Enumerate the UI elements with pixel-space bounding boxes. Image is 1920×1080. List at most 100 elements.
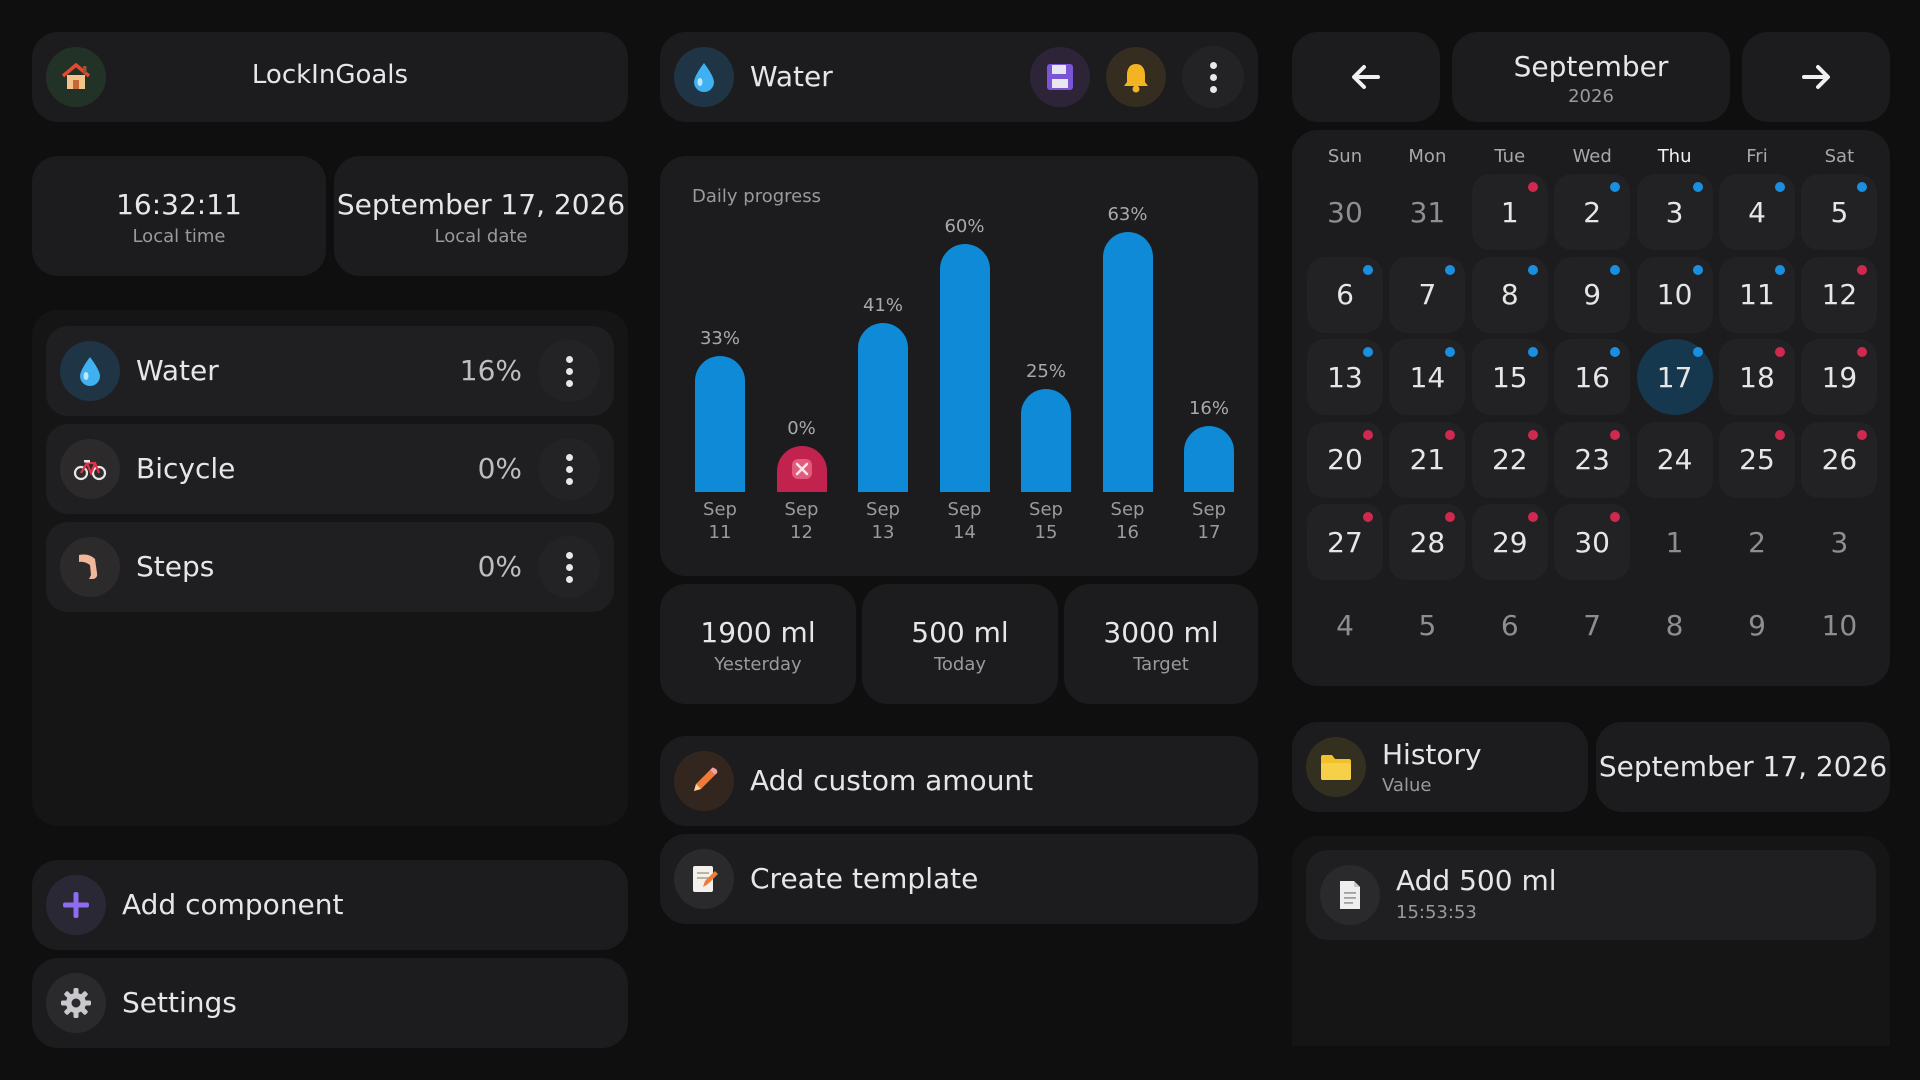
- stat-yesterday: 1900 ml Yesterday: [660, 584, 856, 704]
- calendar-day[interactable]: 20: [1307, 421, 1383, 498]
- detail-header: Water: [660, 32, 1258, 122]
- calendar-day[interactable]: 23: [1554, 421, 1631, 498]
- calendar-day-dot: [1857, 347, 1868, 358]
- calendar-day[interactable]: 30: [1554, 504, 1631, 581]
- component-menu-button[interactable]: [538, 438, 600, 500]
- calendar-day[interactable]: 2: [1719, 504, 1795, 580]
- calendar-day-dot: [1527, 429, 1538, 440]
- detail-menu-button[interactable]: [1182, 46, 1244, 108]
- calendar-day[interactable]: 24: [1636, 421, 1713, 498]
- stat-value: 3000 ml: [1103, 616, 1219, 649]
- calendar-day[interactable]: 6: [1307, 256, 1383, 333]
- calendar-day-dot: [1775, 182, 1785, 192]
- calendar-day-number: 31: [1409, 195, 1446, 229]
- water-drop-icon: [694, 63, 714, 92]
- bar[interactable]: [695, 355, 745, 492]
- calendar-day-today[interactable]: 17: [1636, 339, 1713, 416]
- bar-value-label: 0%: [787, 418, 816, 439]
- calendar-day[interactable]: 13: [1307, 339, 1383, 416]
- calendar-day[interactable]: 5: [1389, 587, 1465, 663]
- add-custom-amount-button[interactable]: Add custom amount: [660, 736, 1258, 826]
- zero-progress-marker[interactable]: [776, 446, 827, 492]
- calendar-day[interactable]: 29: [1471, 504, 1548, 581]
- calendar-day[interactable]: 2: [1554, 174, 1631, 250]
- calendar-day[interactable]: 3: [1801, 504, 1877, 580]
- calendar-day-number: 27: [1327, 525, 1363, 559]
- calendar-day-number: 11: [1739, 278, 1775, 312]
- component-name: Bicycle: [136, 452, 236, 485]
- calendar-day[interactable]: 12: [1801, 256, 1878, 333]
- calendar-day[interactable]: 3: [1636, 174, 1713, 250]
- calendar-day-number: 5: [1830, 195, 1849, 229]
- add-component-button[interactable]: Add component: [32, 860, 628, 950]
- calendar-day-dot: [1527, 264, 1538, 275]
- calendar-day[interactable]: 9: [1719, 587, 1795, 663]
- calendar-day[interactable]: 8: [1471, 256, 1548, 333]
- calendar-day[interactable]: 18: [1719, 339, 1795, 416]
- calendar-day[interactable]: 10: [1801, 587, 1877, 663]
- calendar-day[interactable]: 25: [1719, 421, 1795, 498]
- calendar-day-dot: [1445, 264, 1456, 275]
- calendar-day[interactable]: 4: [1719, 174, 1795, 250]
- arrow-right-icon: [1802, 65, 1830, 89]
- calendar-day-dot: [1445, 429, 1456, 440]
- calendar-day[interactable]: 28: [1389, 504, 1466, 581]
- component-menu-button[interactable]: [538, 340, 600, 402]
- home-button[interactable]: [46, 47, 106, 107]
- calendar-day[interactable]: 21: [1389, 421, 1466, 498]
- calendar-day[interactable]: 8: [1637, 587, 1713, 663]
- bar[interactable]: [1184, 425, 1234, 492]
- prev-month-button[interactable]: [1292, 32, 1440, 122]
- bar[interactable]: [858, 322, 908, 492]
- month-year-card: September 2026: [1452, 32, 1730, 122]
- calendar-day-dot: [1692, 182, 1703, 192]
- calendar-day[interactable]: 10: [1636, 256, 1713, 333]
- create-template-button[interactable]: Create template: [660, 834, 1258, 924]
- calendar-day[interactable]: 11: [1719, 256, 1795, 333]
- calendar-day[interactable]: 26: [1801, 421, 1878, 498]
- component-menu-button[interactable]: [538, 536, 600, 598]
- bar-category-label: Sep 17: [1192, 499, 1226, 543]
- component-item-steps[interactable]: Steps 0%: [46, 522, 614, 612]
- stat-label: Yesterday: [714, 654, 802, 675]
- bar[interactable]: [939, 244, 990, 492]
- notifications-button[interactable]: [1106, 47, 1166, 107]
- history-date-picker[interactable]: September 17, 2026: [1596, 722, 1890, 812]
- calendar-day[interactable]: 19: [1801, 339, 1878, 416]
- folder-icon: [1321, 755, 1351, 780]
- calendar-day[interactable]: 9: [1554, 256, 1631, 333]
- component-item-water[interactable]: Water 16%: [46, 326, 614, 416]
- calendar-day[interactable]: 15: [1471, 339, 1548, 416]
- calendar-day-number: 17: [1656, 360, 1693, 394]
- calendar-day[interactable]: 1: [1471, 174, 1548, 250]
- calendar-day[interactable]: 30: [1307, 174, 1383, 250]
- component-item-bicycle[interactable]: Bicycle 0%: [46, 424, 614, 514]
- calendar-day[interactable]: 7: [1554, 587, 1630, 663]
- bar[interactable]: [1021, 388, 1071, 492]
- settings-button[interactable]: Settings: [32, 958, 628, 1048]
- memo-icon-wrap: [674, 849, 734, 909]
- calendar-day[interactable]: 14: [1389, 339, 1466, 416]
- arrow-left-icon: [1352, 65, 1380, 89]
- calendar-day[interactable]: 7: [1389, 256, 1466, 333]
- folder-icon-wrap: [1306, 737, 1366, 797]
- save-button[interactable]: [1030, 47, 1090, 107]
- calendar-day[interactable]: 4: [1307, 587, 1383, 663]
- bar-value-label: 41%: [862, 294, 903, 316]
- history-entry[interactable]: Add 500 ml 15:53:53: [1306, 850, 1876, 940]
- calendar-day[interactable]: 6: [1472, 587, 1548, 663]
- calendar-day[interactable]: 22: [1471, 421, 1548, 498]
- calendar-day[interactable]: 1: [1637, 504, 1713, 580]
- calendar-day-dot: [1363, 264, 1373, 275]
- bar[interactable]: [1102, 232, 1153, 492]
- next-month-button[interactable]: [1742, 32, 1890, 122]
- calendar-day-number: 4: [1336, 608, 1354, 642]
- calendar-day[interactable]: 5: [1801, 174, 1878, 250]
- bar-value-label: 25%: [1025, 360, 1066, 382]
- weekday-header: Thu: [1657, 146, 1692, 167]
- calendar-day[interactable]: 31: [1389, 174, 1465, 250]
- calendar-day[interactable]: 27: [1307, 504, 1383, 581]
- calendar-day[interactable]: 16: [1554, 339, 1631, 416]
- detail-title: Water: [750, 60, 833, 93]
- local-time-value: 16:32:11: [116, 188, 242, 221]
